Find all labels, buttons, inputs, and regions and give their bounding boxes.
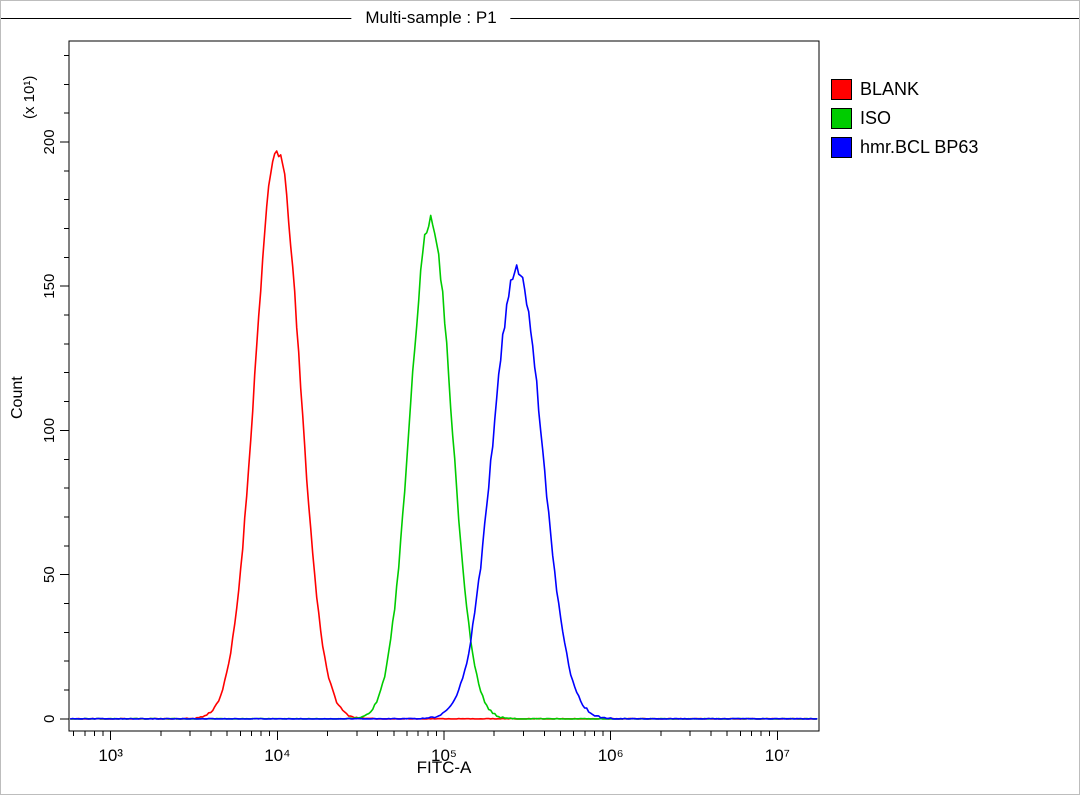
legend-label: hmr.BCL BP63 (860, 137, 979, 157)
legend-swatch (831, 108, 852, 129)
series-curve-blank (69, 150, 818, 720)
y-tick-label: 200 (41, 129, 58, 154)
y-tick-label: 150 (41, 274, 58, 299)
legend-swatch (831, 79, 852, 100)
series-curve-hmr-bcl-bp63 (69, 264, 818, 720)
x-tick-label: 10³ (98, 746, 123, 765)
y-tick-label: 100 (41, 418, 58, 443)
legend-item: ISO (831, 106, 978, 131)
x-tick-label: 10⁴ (264, 746, 290, 765)
plot-frame (68, 40, 820, 732)
legend-label: BLANK (860, 79, 920, 99)
legend-item: BLANK (831, 77, 978, 102)
y-tick-label: 0 (41, 715, 58, 723)
y-tick-label: 50 (41, 566, 58, 583)
x-tick-label: 10⁵ (431, 746, 457, 765)
chart-title: Multi-sample : P1 (351, 8, 511, 28)
title-rule (1, 18, 1079, 19)
x-tick-label: 10⁷ (765, 746, 790, 765)
legend: BLANK ISO hmr.BCL BP63 (831, 77, 978, 164)
x-tick-label: 10⁶ (598, 746, 624, 765)
curves-group (69, 150, 818, 720)
x-axis-label: FITC-A (416, 758, 472, 777)
legend-label: ISO (860, 108, 892, 128)
legend-swatch (831, 137, 852, 158)
series-curve-iso (69, 214, 818, 720)
legend-item: hmr.BCL BP63 (831, 135, 978, 160)
